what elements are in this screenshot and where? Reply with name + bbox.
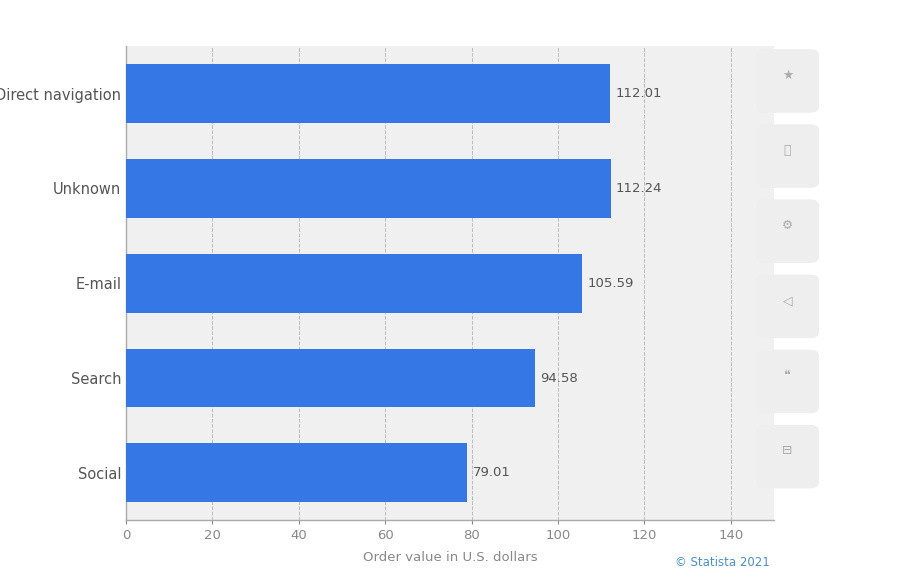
Text: ⊟: ⊟ xyxy=(782,444,793,457)
Text: 79.01: 79.01 xyxy=(472,466,510,479)
Text: 112.24: 112.24 xyxy=(616,182,662,195)
Bar xyxy=(126,159,611,218)
X-axis label: Order value in U.S. dollars: Order value in U.S. dollars xyxy=(363,551,537,564)
Bar xyxy=(126,443,467,502)
Text: 105.59: 105.59 xyxy=(588,277,634,290)
Text: ◁: ◁ xyxy=(783,294,792,307)
Text: ⚙: ⚙ xyxy=(782,219,793,232)
Bar xyxy=(126,349,535,407)
Text: © Statista 2021: © Statista 2021 xyxy=(675,557,770,569)
Text: ❝: ❝ xyxy=(784,369,791,382)
Text: 94.58: 94.58 xyxy=(540,372,578,384)
Text: 🔔: 🔔 xyxy=(784,144,791,157)
Text: ★: ★ xyxy=(782,69,793,81)
Text: 112.01: 112.01 xyxy=(615,87,662,100)
Bar xyxy=(126,254,582,313)
Bar xyxy=(126,64,610,123)
